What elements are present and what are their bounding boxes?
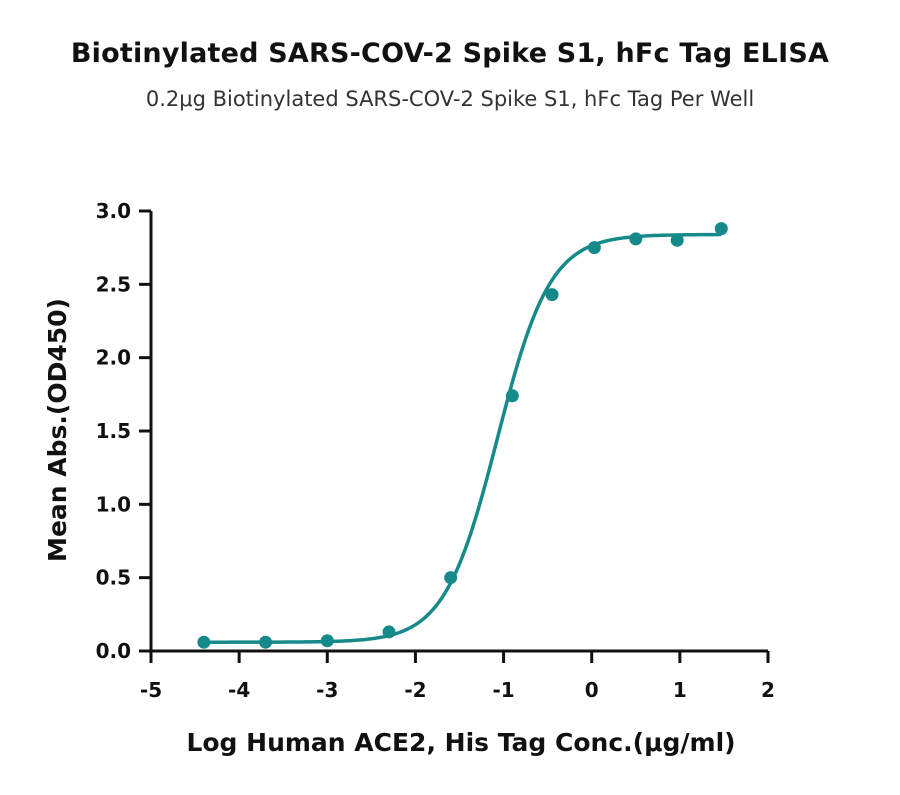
data-points <box>197 222 728 649</box>
y-tick-label: 0.5 <box>96 566 131 590</box>
data-point <box>629 232 643 246</box>
x-tick-label: -4 <box>228 678 250 702</box>
x-tick-label: 0 <box>585 678 599 702</box>
x-axis-title: Log Human ACE2, His Tag Conc.(μg/ml) <box>186 728 735 757</box>
y-tick-label: 0.0 <box>96 639 131 663</box>
y-tick-label: 1.5 <box>96 419 131 443</box>
x-tick-label: 2 <box>761 678 775 702</box>
chart-subtitle: 0.2μg Biotinylated SARS-COV-2 Spike S1, … <box>145 87 755 111</box>
data-point <box>587 241 601 255</box>
y-tick-label: 2.0 <box>96 346 131 370</box>
data-point <box>259 635 273 649</box>
x-tick-label: 1 <box>673 678 687 702</box>
data-point <box>545 288 559 302</box>
data-point <box>714 222 728 236</box>
x-tick-label: -2 <box>404 678 426 702</box>
data-point <box>320 634 334 648</box>
x-tick-label: -5 <box>140 678 162 702</box>
x-tick-label: -1 <box>492 678 514 702</box>
axes: 0.0 0.5 1.0 1.5 2.0 2.5 3.0 -5 -4 -3 -2 -1 0 1 2 <box>96 199 775 702</box>
y-tick-label: 2.5 <box>96 272 131 296</box>
data-point <box>197 635 211 649</box>
data-point <box>670 233 684 247</box>
chart-title: Biotinylated SARS-COV-2 Spike S1, hFc Ta… <box>70 38 830 69</box>
data-point <box>382 625 396 639</box>
fit-curve-group <box>203 232 722 644</box>
y-axis-title: Mean Abs.(OD450) <box>43 298 72 562</box>
data-point <box>505 389 519 403</box>
y-tick-label: 3.0 <box>96 199 131 223</box>
fit-curve <box>203 232 722 644</box>
x-tick-label: -3 <box>316 678 338 702</box>
data-point <box>444 571 458 585</box>
y-tick-label: 1.0 <box>96 492 131 516</box>
